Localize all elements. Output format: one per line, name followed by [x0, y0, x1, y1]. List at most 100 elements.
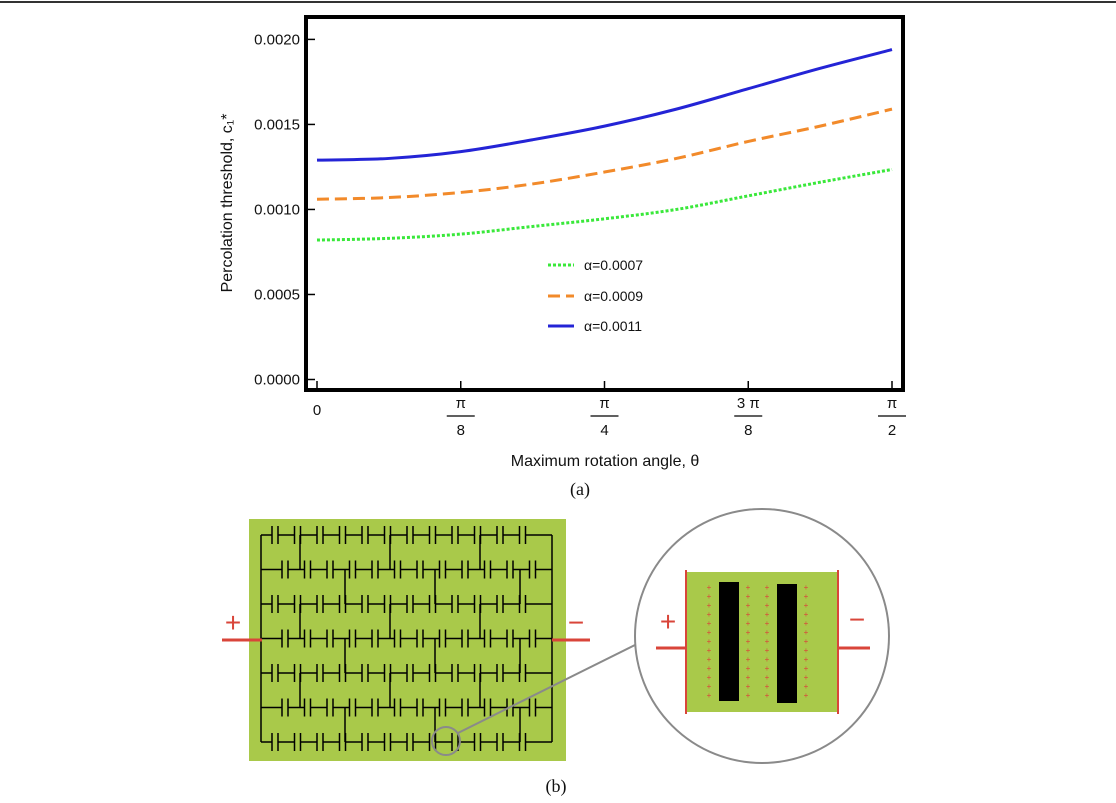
capacitor-gap [294, 740, 301, 744]
capacitor-gap [529, 567, 536, 572]
charge-mark: + [765, 601, 770, 610]
legend: α=0.0007 α=0.0009 α=0.0011 [548, 257, 643, 334]
capacitor-gap [439, 567, 446, 572]
y-axis-label: Percolation threshold, c₁* [219, 114, 236, 293]
capacitor-gap [439, 705, 446, 710]
x-tick-label-3: 3 π [737, 395, 760, 412]
x-axis-ticks: 0 π 8 π 4 3 π 8 π 2 [313, 381, 906, 439]
legend-label-1: α=0.0009 [584, 288, 643, 304]
capacitor-gap [362, 671, 368, 675]
capacitor-gap [384, 740, 391, 744]
charge-mark: + [804, 682, 809, 691]
charge-mark: + [804, 673, 809, 682]
charge-mark: + [746, 583, 751, 592]
capacitor-gap [362, 740, 368, 744]
y-tick-label-3: 0.0015 [254, 116, 300, 133]
network-panel [249, 519, 566, 761]
capacitor-gap [417, 567, 423, 572]
capacitor-gap [339, 602, 346, 606]
caption-b: (b) [546, 776, 567, 797]
charge-mark: + [804, 601, 809, 610]
capacitor-gap [452, 671, 458, 675]
y-axis-ticks: 0.0000 0.0005 0.0010 0.0015 0.0020 [254, 31, 315, 388]
charge-mark: + [765, 592, 770, 601]
capacitor-gap [484, 636, 491, 641]
diagram-b: + − ++++++++++++++++++++++++++++++++++++… [222, 508, 890, 764]
capacitor-gap [462, 636, 468, 641]
charge-mark: + [765, 610, 770, 619]
capacitor-gap [484, 705, 491, 710]
capacitor-gap [439, 636, 446, 641]
capacitor-gap [497, 533, 503, 537]
capacitor-gap [429, 671, 436, 675]
capacitor-gap [304, 705, 311, 710]
capacitor-gap [394, 705, 401, 710]
capacitor-gap [519, 602, 526, 606]
capacitor-gap [484, 567, 491, 572]
x-tick-label-1: π [456, 395, 466, 412]
minus-sign-right: − [568, 607, 584, 638]
charge-mark: + [804, 610, 809, 619]
capacitor-gap [507, 636, 513, 641]
charge-mark: + [707, 691, 712, 700]
charge-mark: + [746, 673, 751, 682]
capacitor-gap [519, 740, 526, 744]
series-line-0 [316, 168, 893, 242]
capacitor-gap [452, 740, 458, 744]
capacitor-gap [282, 636, 288, 641]
charge-mark: + [707, 646, 712, 655]
charge-mark: + [804, 664, 809, 673]
capacitor-gap [497, 740, 503, 744]
charge-mark: + [707, 637, 712, 646]
x-axis-label: Maximum rotation angle, θ [511, 453, 700, 470]
plot-frame [304, 15, 905, 392]
capacitor-gap [349, 705, 356, 710]
charge-mark: + [746, 628, 751, 637]
capacitor-gap [349, 636, 356, 641]
charge-mark: + [765, 619, 770, 628]
charge-mark: + [707, 610, 712, 619]
plus-sign-zoom: + [660, 606, 676, 637]
charge-mark: + [804, 691, 809, 700]
charge-mark: + [765, 691, 770, 700]
zoom-plate-left [719, 582, 739, 701]
charge-mark: + [765, 673, 770, 682]
capacitor-gap [327, 705, 333, 710]
charge-mark: + [707, 664, 712, 673]
zoom-dielectric [686, 572, 838, 712]
x-tick-label-2: π [599, 395, 609, 412]
y-tick-label-2: 0.0010 [254, 201, 300, 218]
capacitor-gap [362, 602, 368, 606]
charge-mark: + [765, 646, 770, 655]
x-tick-denominator-3: 8 [744, 422, 752, 439]
capacitor-gap [394, 567, 401, 572]
capacitor-gap [462, 567, 468, 572]
capacitor-gap [429, 533, 436, 537]
caption-a: (a) [570, 479, 590, 500]
capacitor-gap [394, 636, 401, 641]
capacitor-gap [294, 602, 301, 606]
chart-a: 0.0000 0.0005 0.0010 0.0015 0.0020 0 π 8 π 4 3 π 8… [219, 15, 906, 470]
capacitor-gap [327, 636, 333, 641]
capacitor-gap [417, 636, 423, 641]
charge-mark: + [765, 664, 770, 673]
charge-mark: + [765, 583, 770, 592]
charge-mark: + [707, 628, 712, 637]
charge-mark: + [746, 664, 751, 673]
capacitor-gap [519, 533, 526, 537]
capacitor-gap [407, 533, 413, 537]
charge-mark: + [746, 592, 751, 601]
capacitor-gap [272, 671, 278, 675]
capacitor-gap [294, 533, 301, 537]
charge-mark: + [707, 592, 712, 601]
capacitor-gap [362, 533, 368, 537]
charge-mark: + [746, 682, 751, 691]
capacitor-gap [529, 705, 536, 710]
charge-mark: + [746, 691, 751, 700]
series-line-1 [316, 107, 893, 201]
legend-label-2: α=0.0011 [584, 318, 642, 334]
charge-mark: + [746, 637, 751, 646]
capacitor-gap [317, 533, 323, 537]
capacitor-gap [294, 671, 301, 675]
